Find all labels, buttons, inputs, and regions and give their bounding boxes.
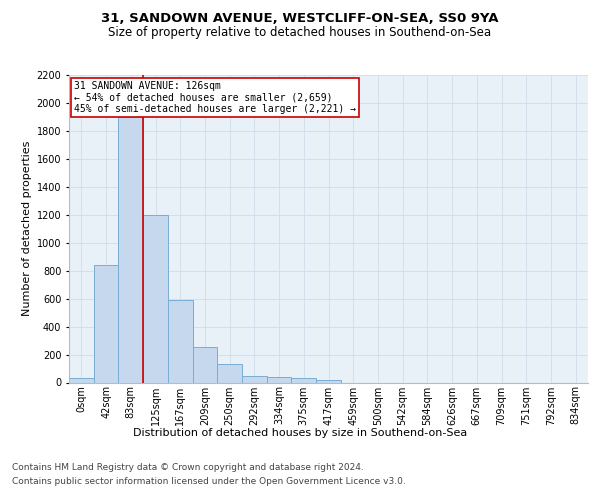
Bar [193,347,217,382]
Y-axis label: Number of detached properties: Number of detached properties [22,141,32,316]
Text: 31 SANDOWN AVENUE: 126sqm
← 54% of detached houses are smaller (2,659)
45% of se: 31 SANDOWN AVENUE: 126sqm ← 54% of detac… [74,81,356,114]
Bar [118,117,143,382]
Text: Distribution of detached houses by size in Southend-on-Sea: Distribution of detached houses by size … [133,428,467,438]
Text: Contains HM Land Registry data © Crown copyright and database right 2024.: Contains HM Land Registry data © Crown c… [12,464,364,472]
Bar [217,364,242,382]
Text: 31, SANDOWN AVENUE, WESTCLIFF-ON-SEA, SS0 9YA: 31, SANDOWN AVENUE, WESTCLIFF-ON-SEA, SS… [101,12,499,26]
Bar [143,215,168,382]
Text: Contains public sector information licensed under the Open Government Licence v3: Contains public sector information licen… [12,477,406,486]
Bar [168,300,193,382]
Bar [94,265,118,382]
Text: Size of property relative to detached houses in Southend-on-Sea: Size of property relative to detached ho… [109,26,491,39]
Bar [69,378,94,382]
Bar [316,380,341,382]
Bar [292,378,316,382]
Bar [267,377,292,382]
Bar [242,376,267,382]
